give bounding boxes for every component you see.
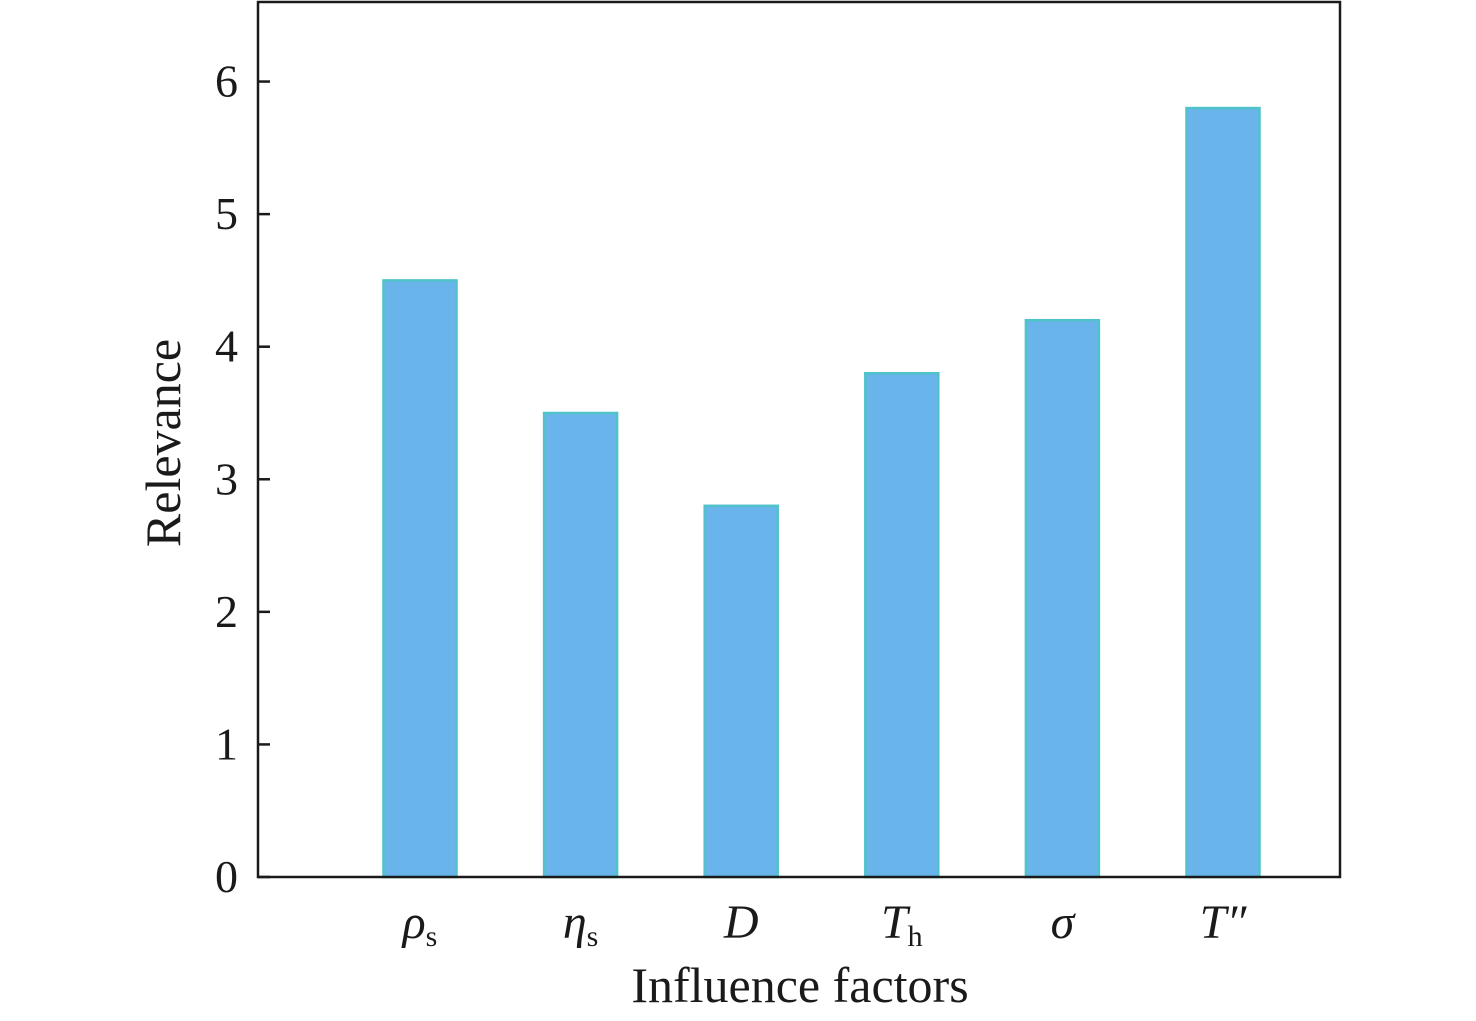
x-axis-title: Influence factors xyxy=(631,957,968,1013)
y-ticks: 0 1 2 3 4 5 6 xyxy=(215,56,270,902)
bar-3 xyxy=(864,371,940,879)
bar-0 xyxy=(382,279,458,879)
x-category-label-2: D xyxy=(723,896,759,949)
bar-2 xyxy=(703,504,779,879)
y-tick-label-5: 5 xyxy=(215,188,238,239)
x-category-label-5: T″ xyxy=(1200,896,1248,949)
y-tick-label-0: 0 xyxy=(215,851,238,902)
y-tick-label-2: 2 xyxy=(215,586,238,637)
y-tick-label-3: 3 xyxy=(215,453,238,504)
y-axis-title: Relevance xyxy=(135,339,191,547)
bar-4 xyxy=(1024,318,1101,879)
y-tick-label-4: 4 xyxy=(215,321,238,372)
bars-layer xyxy=(382,106,1261,879)
bar-1 xyxy=(542,411,619,879)
x-category-label-4: σ xyxy=(1051,896,1077,949)
x-category-label-3: Th xyxy=(881,896,923,953)
x-category-labels: ρs ηs D Th σ T″ xyxy=(401,896,1248,953)
axes-layer xyxy=(256,0,1342,879)
plot-frame xyxy=(256,0,1342,879)
bar-5 xyxy=(1185,106,1261,879)
y-tick-label-1: 1 xyxy=(215,718,238,769)
x-category-label-0: ρs xyxy=(401,896,438,953)
x-category-label-1: ηs xyxy=(563,896,599,953)
y-tick-label-6: 6 xyxy=(215,56,238,107)
